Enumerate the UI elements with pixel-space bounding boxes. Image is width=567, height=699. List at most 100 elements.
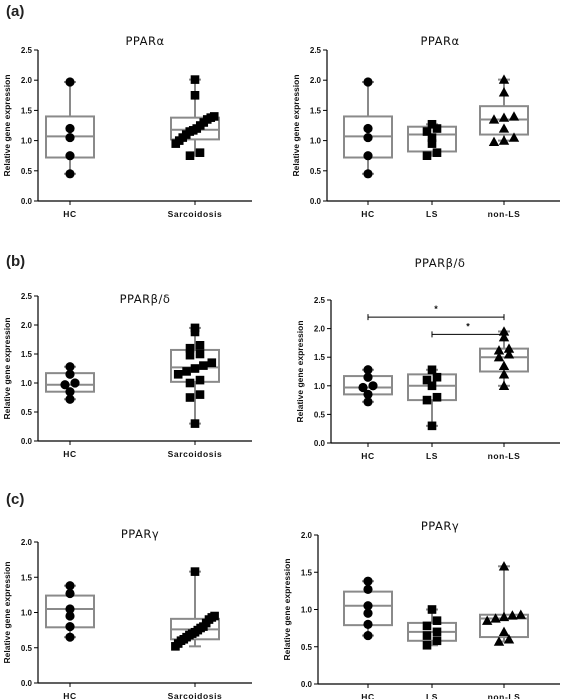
chart-title: PPARβ/δ [415, 256, 466, 270]
data-point [195, 148, 205, 157]
x-category-label: LS [426, 451, 438, 461]
significance-bracket: * [431, 321, 505, 338]
box-Sarcoidosis [170, 567, 220, 651]
x-category-label: HC [361, 209, 374, 219]
y-tick-label: 0.5 [314, 410, 326, 419]
y-tick-label: 1.0 [21, 609, 33, 618]
y-tick-label: 2.0 [310, 76, 322, 85]
data-point [498, 135, 510, 145]
data-point [493, 636, 505, 646]
data-point [432, 124, 442, 133]
data-point [185, 393, 195, 402]
data-point [498, 74, 510, 84]
y-tick-label: 0.0 [21, 679, 33, 688]
y-tick-label: 1.5 [21, 106, 33, 115]
data-point [65, 581, 75, 591]
data-point [190, 567, 200, 576]
data-point [171, 642, 180, 651]
chart-b-left: PPARβ/δ Relative gene expression 0.0 0.5 1.0… [2, 292, 252, 459]
data-point [422, 151, 432, 160]
data-point [515, 609, 526, 619]
data-point [65, 369, 75, 379]
y-axis-label: Relative gene expression [2, 74, 12, 176]
data-point [363, 619, 373, 630]
data-point [498, 380, 510, 390]
data-point [358, 382, 368, 393]
data-point [185, 343, 195, 353]
data-point [427, 605, 437, 614]
x-category-label: HC [63, 209, 76, 219]
data-point [65, 362, 75, 372]
chart-c-left: PPARγ Relative gene expression 0.0 0.5 1.0 1.… [2, 527, 252, 699]
data-point [185, 350, 195, 360]
y-tick-label: 2.0 [21, 321, 33, 330]
data-point [427, 421, 437, 431]
y-axis-label: Relative gene expression [295, 320, 305, 422]
y-tick-label: 2.0 [301, 531, 313, 540]
y-tick-label: 1.0 [21, 379, 33, 388]
y-tick-label: 1.5 [314, 353, 326, 362]
data-point [363, 601, 373, 611]
y-tick-label: 1.0 [314, 382, 326, 391]
data-point [503, 343, 515, 353]
box-HC [343, 365, 393, 407]
data-point [185, 378, 195, 388]
data-point [363, 389, 373, 399]
data-point [482, 615, 493, 625]
data-point [498, 369, 510, 379]
data-point [368, 381, 378, 391]
data-point [432, 616, 442, 625]
data-point [199, 361, 208, 370]
chart-title: PPARβ/δ [120, 292, 171, 306]
data-point [363, 576, 373, 586]
data-point [427, 365, 437, 375]
data-point [508, 132, 520, 142]
x-category-label: HC [361, 692, 374, 699]
data-point [182, 367, 191, 376]
box-Sarcoidosis [170, 323, 220, 428]
data-point [432, 372, 442, 382]
panel-label-b: (b) [6, 253, 25, 270]
data-point [65, 169, 75, 179]
data-point [498, 326, 510, 336]
data-point [498, 626, 510, 637]
data-point [65, 77, 75, 87]
box-Sarcoidosis [170, 75, 220, 160]
significance-star: * [466, 321, 470, 331]
box-non-LS [479, 561, 529, 646]
data-point [65, 604, 75, 614]
box-HC [45, 581, 95, 642]
data-point [70, 378, 80, 388]
data-point [427, 139, 437, 148]
data-point [363, 630, 373, 641]
y-tick-label: 0.5 [301, 643, 313, 652]
data-point [498, 123, 510, 133]
data-point [427, 381, 437, 391]
chart-a-left: PPARα Relative gene expression 0.0 0.5 1.0 1.… [2, 34, 252, 219]
chart-c-right: PPARγ Relative gene expression 0.0 0.5 1.0 1.… [282, 519, 560, 699]
x-category-label: Sarcoidosis [168, 691, 223, 699]
data-point [363, 77, 373, 87]
y-tick-label: 0.0 [310, 197, 322, 206]
box-LS [407, 605, 457, 650]
data-point [65, 588, 75, 599]
significance-star: * [434, 304, 438, 314]
y-tick-label: 1.0 [310, 137, 322, 146]
chart-title: PPARγ [421, 519, 459, 533]
data-point [498, 87, 510, 97]
data-point [65, 387, 75, 397]
y-tick-label: 2.5 [21, 292, 33, 301]
x-category-label: non-LS [488, 209, 521, 219]
data-point [432, 636, 442, 646]
y-tick-label: 2.5 [314, 296, 326, 305]
x-category-label: LS [426, 692, 438, 699]
y-tick-label: 0.0 [21, 197, 33, 206]
data-point [195, 349, 205, 359]
charts-layer: PPARα Relative gene expression 0.0 0.5 1.0 1.… [2, 34, 560, 699]
data-point [190, 364, 200, 373]
y-axis-label: Relative gene expression [282, 558, 292, 660]
data-point [498, 112, 510, 122]
data-point [195, 375, 205, 385]
x-category-label: HC [361, 451, 374, 461]
y-tick-label: 0.5 [21, 408, 33, 417]
